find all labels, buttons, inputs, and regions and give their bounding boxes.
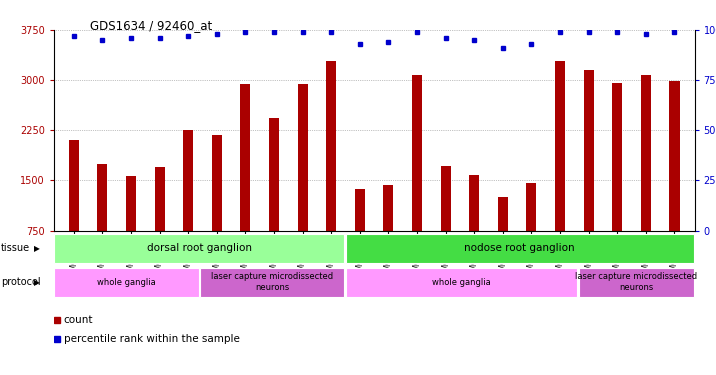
Bar	[155, 167, 165, 281]
Text: tissue: tissue	[1, 243, 30, 254]
Bar	[54, 234, 344, 263]
Bar	[440, 166, 450, 281]
Bar	[669, 81, 679, 281]
Bar	[555, 62, 565, 281]
Bar	[241, 84, 251, 281]
Bar	[498, 196, 508, 281]
Bar	[183, 130, 193, 281]
Bar	[355, 189, 365, 281]
Bar	[200, 268, 344, 297]
Text: whole ganglia: whole ganglia	[97, 278, 156, 287]
Bar	[641, 75, 651, 281]
Bar	[412, 75, 422, 281]
Bar	[326, 62, 337, 281]
Bar	[69, 140, 79, 281]
Bar	[612, 83, 622, 281]
Bar	[469, 175, 479, 281]
Bar	[346, 268, 577, 297]
Bar	[212, 135, 222, 281]
Bar	[579, 268, 694, 297]
Bar	[126, 177, 136, 281]
Bar	[269, 118, 279, 281]
Text: count: count	[64, 315, 93, 325]
Bar	[97, 164, 107, 281]
Bar	[383, 185, 393, 281]
Text: ▶: ▶	[34, 244, 40, 253]
Text: laser capture microdissected
neurons: laser capture microdissected neurons	[211, 273, 333, 292]
Text: percentile rank within the sample: percentile rank within the sample	[64, 334, 240, 344]
Text: dorsal root ganglion: dorsal root ganglion	[147, 243, 252, 254]
Text: GDS1634 / 92460_at: GDS1634 / 92460_at	[90, 19, 212, 32]
Bar	[584, 70, 594, 281]
Bar	[54, 268, 199, 297]
Text: laser capture microdissected
neurons: laser capture microdissected neurons	[575, 273, 697, 292]
Text: nodose root ganglion: nodose root ganglion	[465, 243, 575, 254]
Bar	[298, 84, 308, 281]
Text: protocol: protocol	[1, 277, 40, 287]
Text: whole ganglia: whole ganglia	[432, 278, 491, 287]
Bar	[346, 234, 694, 263]
Text: ▶: ▶	[34, 278, 40, 287]
Bar	[526, 183, 536, 281]
